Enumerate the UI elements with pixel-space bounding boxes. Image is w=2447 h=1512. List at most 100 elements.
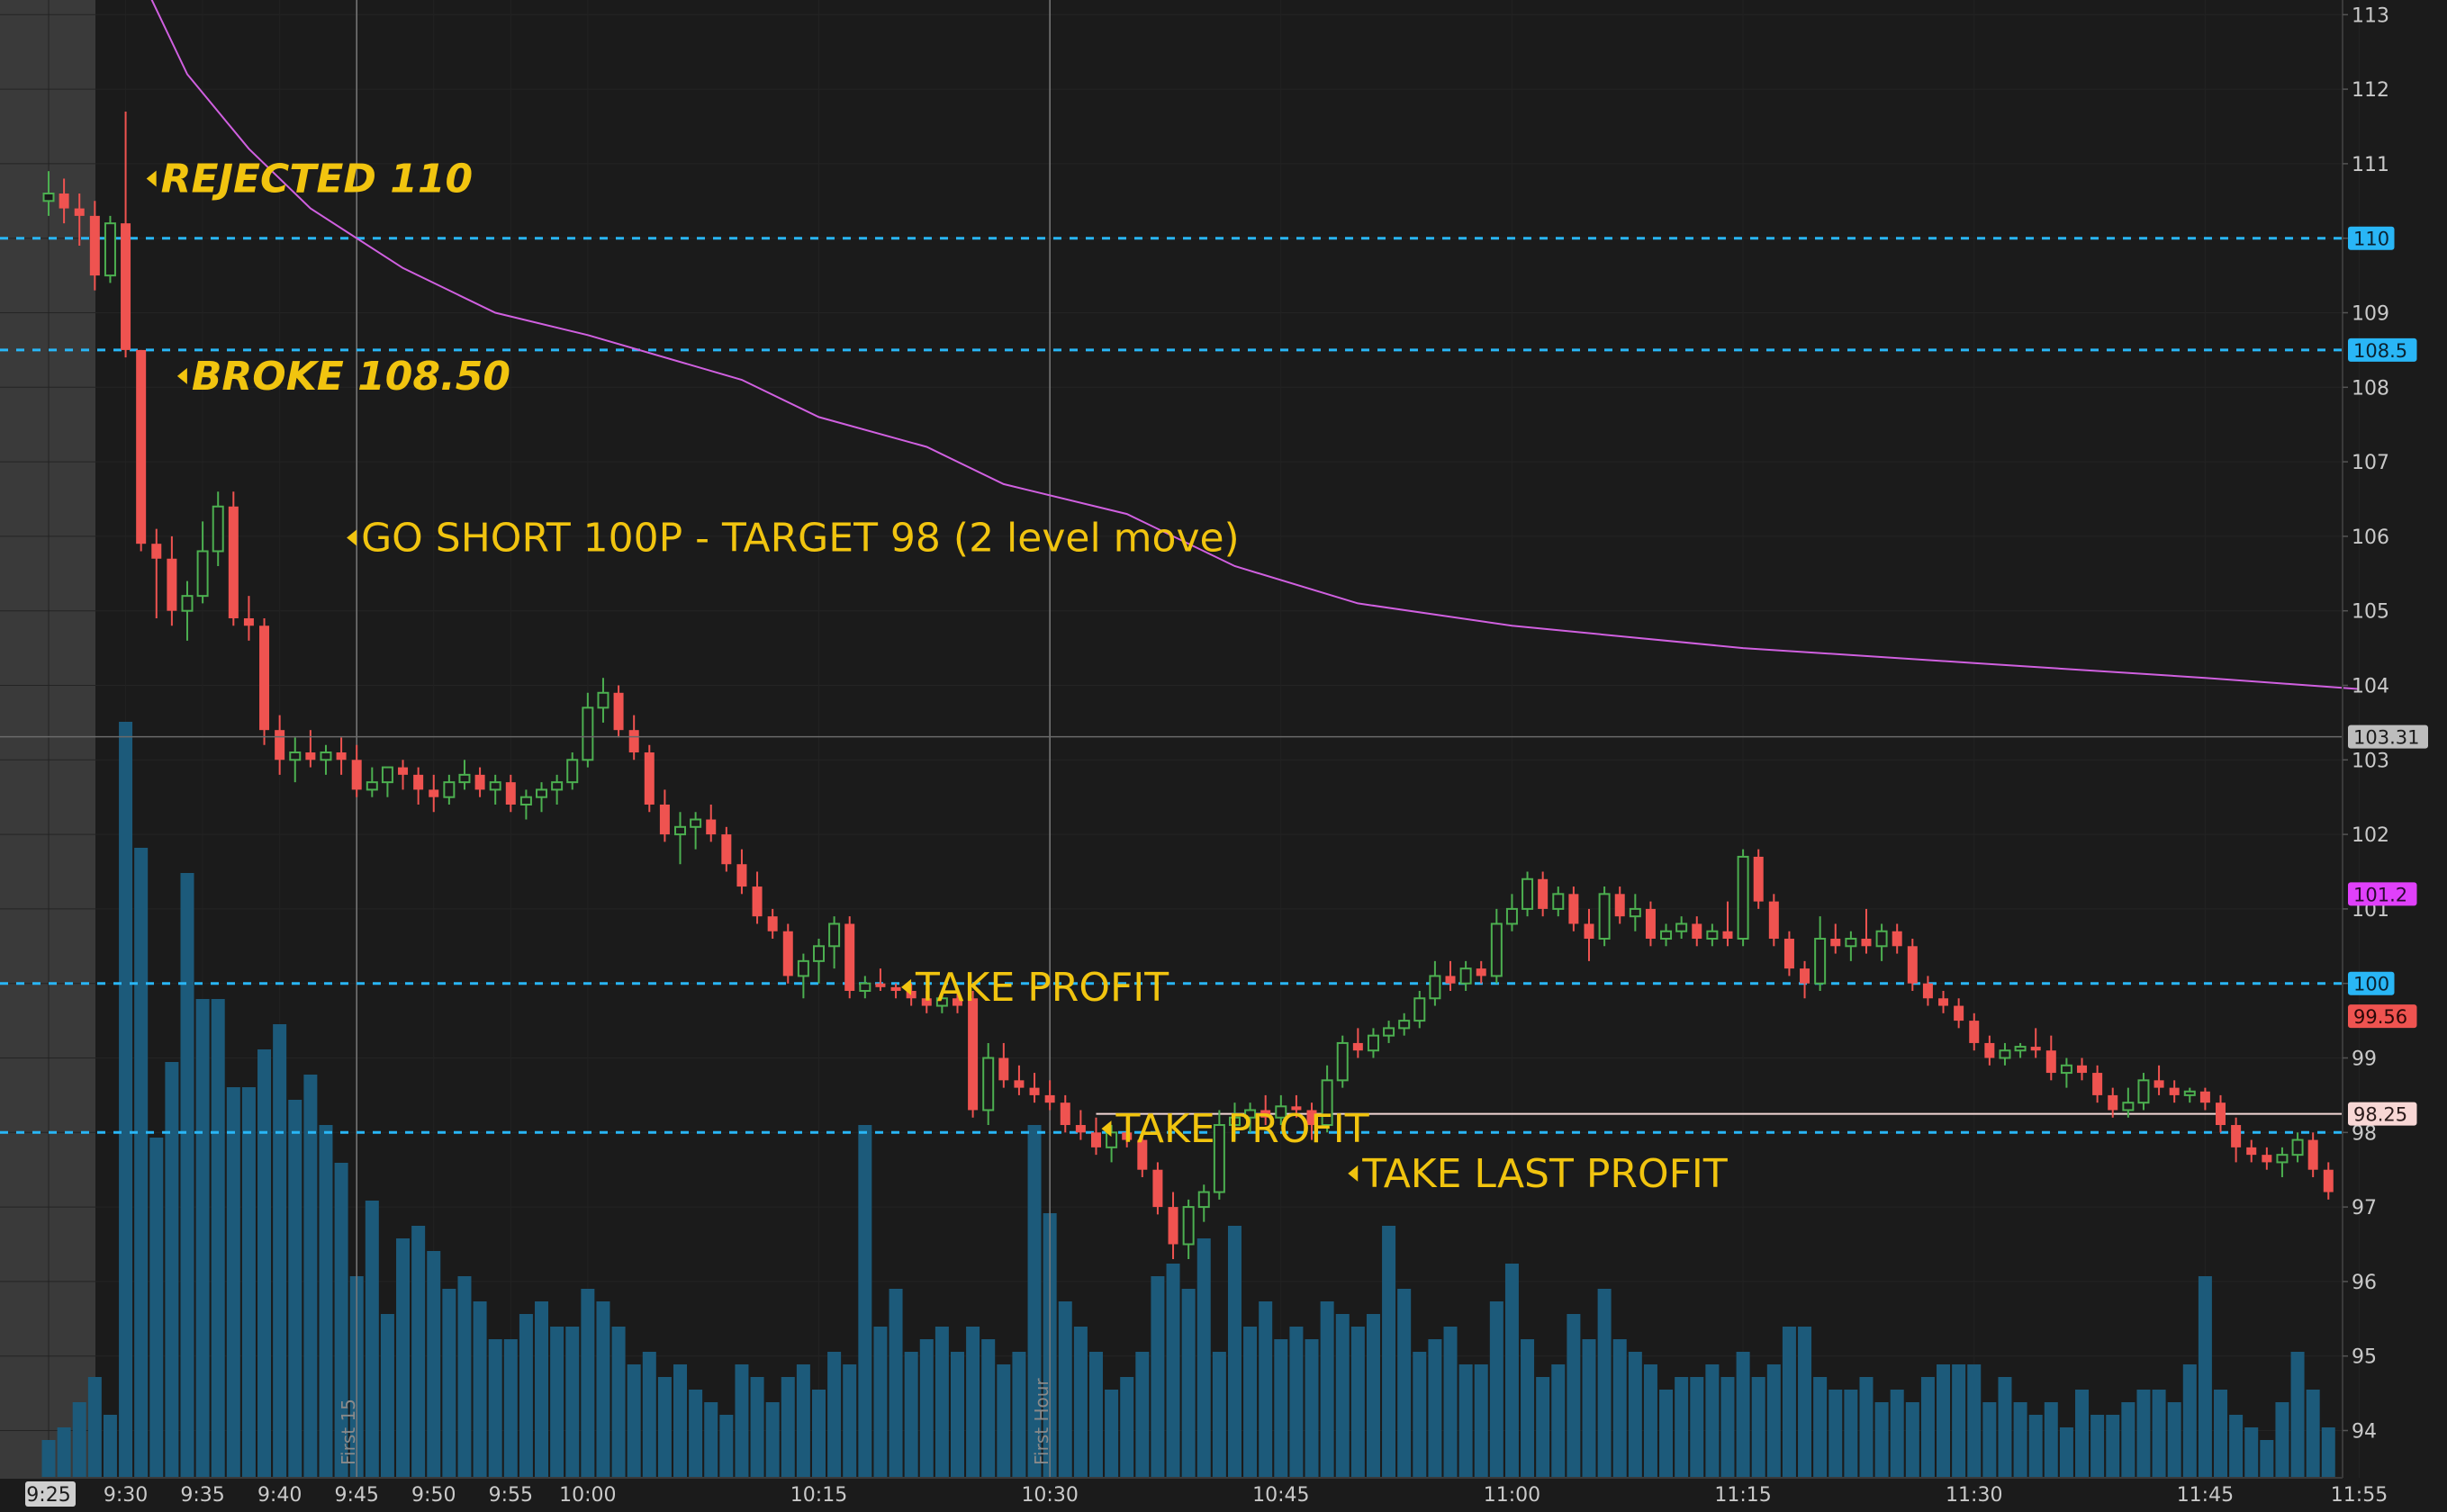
candle (320, 744, 332, 775)
candle (381, 766, 393, 797)
candle-body (551, 781, 564, 791)
price-badge: 101.2 (2348, 882, 2417, 906)
time-axis[interactable]: 9:25 9:30 9:35 9:40 9:45 9:50 9:55 10:00 10:15 10… (0, 1477, 2388, 1507)
candle-body (582, 706, 594, 761)
candle-body (2276, 1154, 2289, 1164)
volume-bar (1782, 1327, 1796, 1478)
candle (59, 178, 69, 224)
price-levels (0, 237, 2343, 1134)
volume-bar (796, 1364, 810, 1478)
volume-bar (1305, 1339, 1319, 1478)
volume-bar (1643, 1364, 1657, 1478)
volume-bar (442, 1289, 456, 1478)
candle (1783, 931, 1794, 976)
price-badges: 110 108.5 103.31 101.2 100 99.56 98.25 (2348, 226, 2428, 1126)
volume-bar (1073, 1327, 1088, 1478)
volume-bar (719, 1415, 734, 1478)
candle (243, 596, 254, 641)
candle-body (121, 223, 131, 350)
candle-body (875, 983, 886, 987)
candle-body (1598, 893, 1611, 940)
candle-body (1645, 908, 1656, 940)
volume-bar (1828, 1390, 1843, 1478)
price-badge-label: 108.5 (2353, 340, 2407, 362)
volume-bar (1227, 1226, 1242, 1478)
volume-bar (427, 1251, 441, 1478)
volume-bar (873, 1327, 888, 1478)
volume-bar (1705, 1364, 1720, 1478)
volume-bar (611, 1327, 626, 1478)
volume-bar (241, 1087, 256, 1478)
annotation-pointer (176, 367, 187, 384)
volume-bar (1521, 1339, 1535, 1478)
price-axis-label: 94 (2352, 1421, 2377, 1444)
volume-bar (781, 1377, 795, 1478)
volume-bar (396, 1238, 411, 1478)
candle-body (613, 692, 624, 731)
volume-bar (57, 1427, 71, 1478)
candle-body (1306, 1110, 1317, 1126)
candle-body (982, 1057, 995, 1112)
candle-body (1137, 1139, 1148, 1170)
annotation: TAKE LAST PROFIT (1348, 1151, 1728, 1197)
candle-body (1182, 1206, 1195, 1246)
time-axis-label: 11:45 (2177, 1484, 2234, 1507)
candle-body (151, 544, 162, 559)
volume-bar (180, 873, 194, 1478)
candle (2231, 1117, 2242, 1163)
candle-body (952, 998, 962, 1006)
candle-body (844, 923, 855, 991)
candle-body (59, 194, 69, 209)
volume-bar (1612, 1339, 1627, 1478)
time-axis-label: 9:50 (411, 1484, 456, 1507)
candle-body (1538, 878, 1549, 909)
candle-body (474, 774, 485, 790)
volume-bar (1350, 1327, 1365, 1478)
volume-bar (2044, 1402, 2058, 1478)
candle (2060, 1058, 2072, 1088)
volume-bar (657, 1377, 672, 1478)
volume-bar (87, 1377, 102, 1478)
volume-bar (1690, 1377, 1704, 1478)
volume-bar (1628, 1352, 1642, 1478)
candle-body (1060, 1102, 1070, 1126)
candle-body (1999, 1049, 2011, 1059)
volume-bar (750, 1377, 764, 1478)
candle (2169, 1080, 2180, 1103)
price-axis-label: 106 (2352, 526, 2389, 549)
candle (2122, 1087, 2135, 1118)
candle (644, 744, 655, 813)
candle-body (1969, 1021, 1980, 1043)
volume-bar (1196, 1238, 1211, 1478)
vwap-polyline (150, 0, 2360, 690)
candle-body (1722, 931, 1733, 940)
price-badge-bg (2348, 882, 2417, 906)
candle (1800, 960, 1810, 999)
candle-body (1584, 923, 1594, 940)
candle-body (767, 916, 778, 932)
candle (42, 171, 55, 216)
price-badge-label: 103.31 (2353, 727, 2419, 749)
volume-bar (889, 1289, 903, 1478)
volume-bar (2106, 1415, 2120, 1478)
candle (659, 789, 670, 842)
candle-body (136, 349, 147, 544)
volume-bar (1766, 1364, 1781, 1478)
candle (505, 774, 516, 813)
annotation-text: BROKE 108.50 (192, 354, 510, 400)
volume-bar (981, 1339, 996, 1478)
volume-bar (1536, 1377, 1550, 1478)
candle (1306, 1102, 1317, 1140)
volume-bar (319, 1125, 333, 1478)
candle (2276, 1147, 2289, 1177)
candle-body (1800, 968, 1810, 984)
price-axis-label: 109 (2352, 303, 2389, 326)
candle (429, 774, 439, 813)
candle (968, 990, 979, 1118)
candle-body (1476, 968, 1486, 976)
candle (196, 521, 209, 604)
candle (1568, 886, 1579, 932)
candle (1629, 894, 1641, 932)
candle-body (2060, 1064, 2072, 1075)
